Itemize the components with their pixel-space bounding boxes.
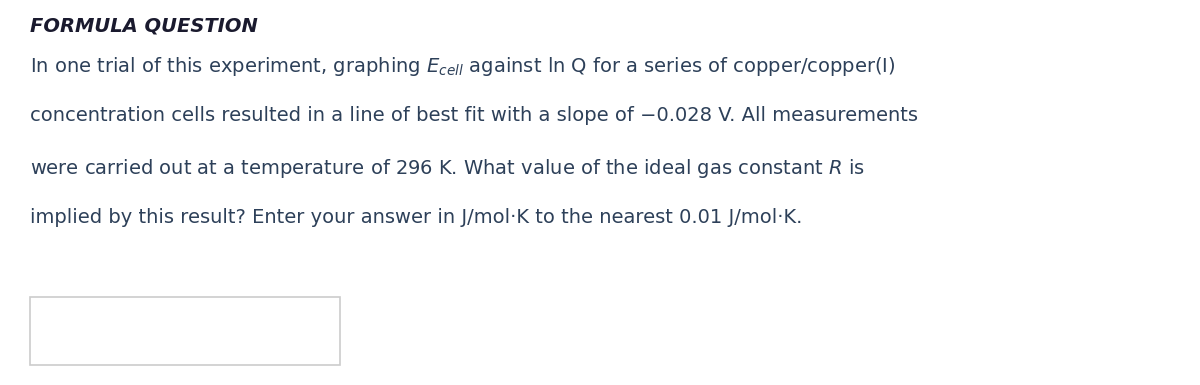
Text: were carried out at a temperature of 296 K. What value of the ideal gas constant: were carried out at a temperature of 296… [30, 157, 865, 180]
Text: implied by this result? Enter your answer in J/mol·K to the nearest 0.01 J/mol·K: implied by this result? Enter your answe… [30, 208, 803, 227]
FancyBboxPatch shape [30, 297, 340, 365]
Text: concentration cells resulted in a line of best fit with a slope of −0.028 V. All: concentration cells resulted in a line o… [30, 106, 918, 125]
Text: FORMULA QUESTION: FORMULA QUESTION [30, 17, 258, 36]
Text: In one trial of this experiment, graphing $\mathit{E}_{\mathit{cell}}$ against l: In one trial of this experiment, graphin… [30, 55, 895, 78]
